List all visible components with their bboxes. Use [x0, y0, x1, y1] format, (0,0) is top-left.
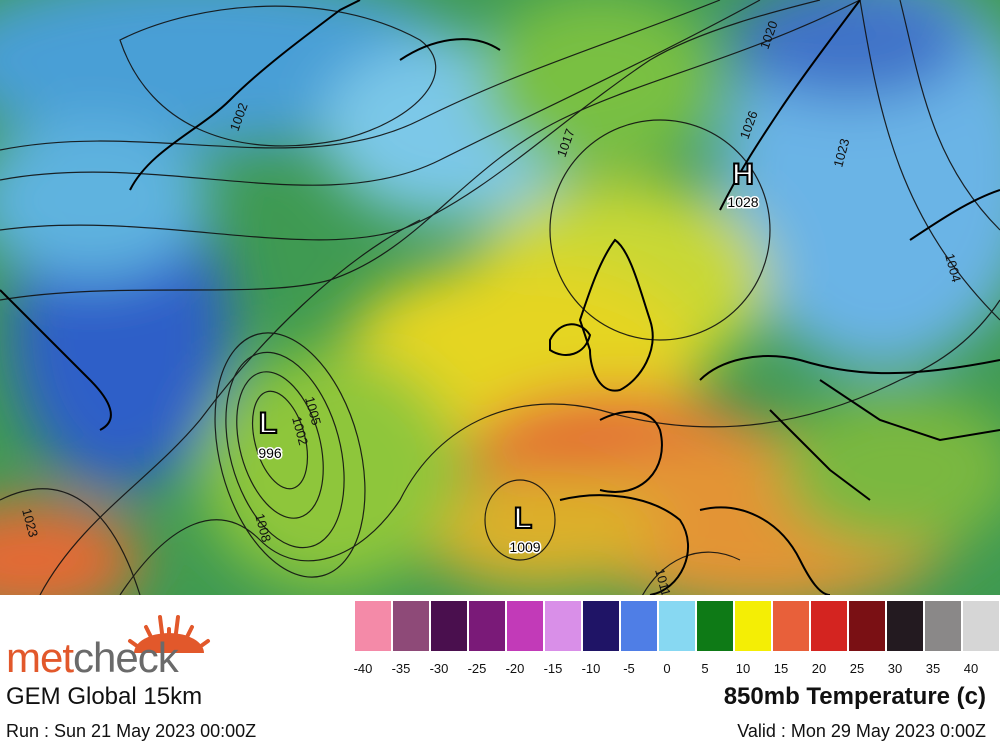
legend-swatch [621, 601, 657, 651]
legend-tick-label: -15 [543, 661, 563, 676]
model-name: GEM Global 15km [6, 683, 203, 710]
temperature-field [0, 0, 1000, 595]
isobar-label: 1005 [302, 395, 324, 427]
legend-tick-label: 20 [811, 661, 827, 676]
legend-swatch [887, 601, 923, 651]
legend-swatch [773, 601, 809, 651]
coastlines [0, 0, 1000, 595]
metcheck-logo[interactable]: metcheck [4, 603, 234, 683]
legend-swatch [545, 601, 581, 651]
legend-tick-label: 30 [887, 661, 903, 676]
logo-text: metcheck [6, 634, 179, 681]
low-pressure-symbol: L [259, 407, 277, 440]
legend-swatch [811, 601, 847, 651]
legend-tick-label: -40 [353, 661, 373, 676]
legend-swatch [735, 601, 771, 651]
legend-swatch [431, 601, 467, 651]
legend-swatch [697, 601, 733, 651]
isobars [0, 0, 1000, 595]
run-time: Run : Sun 21 May 2023 00:00Z [6, 721, 257, 741]
isobar-label: 1004 [942, 252, 964, 284]
legend-swatch [583, 601, 619, 651]
legend-swatch [849, 601, 885, 651]
legend-swatch [659, 601, 695, 651]
high-pressure-value: 1028 [727, 194, 758, 210]
high-pressure-symbol: H [732, 158, 754, 191]
isobar-label: 1011 [652, 567, 674, 595]
legend-tick-label: -25 [467, 661, 487, 676]
legend-tick-label: 10 [735, 661, 751, 676]
legend-swatch [355, 601, 391, 651]
pressure-centers: L 996 L 1009 H 1028 [257, 157, 760, 557]
weather-map: 1002 1017 1020 1026 1023 1004 1005 1002 … [0, 0, 1000, 595]
legend-swatch [393, 601, 429, 651]
legend-tick-label: 40 [963, 661, 979, 676]
legend-tick-label: -30 [429, 661, 449, 676]
legend-swatch [963, 601, 999, 651]
legend-swatch [507, 601, 543, 651]
isobar-label: 1023 [19, 507, 41, 539]
logo-met: met [6, 634, 74, 681]
valid-time: Valid : Mon 29 May 2023 0:00Z [737, 721, 986, 741]
legend-tick-label: -35 [391, 661, 411, 676]
low-pressure-value: 996 [258, 445, 282, 461]
sun-icon [128, 615, 210, 653]
legend-tick-label: 25 [849, 661, 865, 676]
logo-check: check [73, 634, 179, 681]
info-panel: metcheck -40 -35 -30 -25 -20 -15 -10 -5 0 5 10 15 20… [0, 595, 1000, 749]
legend-tick-label: 5 [701, 661, 709, 676]
isobar-label: 1002 [289, 415, 311, 447]
legend-tick-label: 0 [663, 661, 671, 676]
legend-swatch [925, 601, 961, 651]
legend-tick-label: -20 [505, 661, 525, 676]
legend-swatch [469, 601, 505, 651]
legend-tick-label: -10 [581, 661, 601, 676]
legend-tick-label: 15 [773, 661, 789, 676]
low-pressure-symbol: L [514, 502, 532, 535]
isobar-label: 1008 [252, 512, 274, 544]
legend-tick-label: 35 [925, 661, 941, 676]
low-pressure-value: 1009 [509, 539, 540, 555]
isobar-label: 1023 [830, 137, 852, 169]
chart-title: 850mb Temperature (c) [723, 683, 986, 710]
legend-tick-label: -5 [623, 661, 635, 676]
